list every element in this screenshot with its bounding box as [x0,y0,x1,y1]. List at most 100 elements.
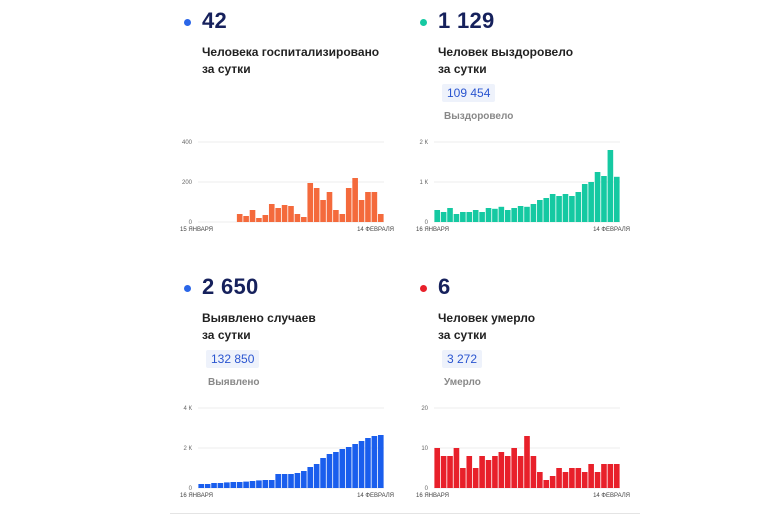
bar [466,456,473,488]
bar [256,218,262,222]
bar [613,176,620,222]
bottom-divider [170,513,640,514]
bar [345,447,352,488]
bar [569,468,575,488]
bar [268,480,275,488]
bar [537,472,543,488]
bar [434,448,441,488]
bar [517,206,524,222]
bar [333,210,339,222]
bar [524,436,530,488]
x-end-label: 14 ФЕВРАЛЯ [593,493,630,499]
desc-line-2: за сутки [202,328,251,342]
bar [453,448,460,488]
bar [281,205,288,222]
x-end-label: 14 ФЕВРАЛЯ [357,227,394,233]
dot-marker [420,19,427,26]
desc-line-2: за сутки [438,62,487,76]
bar [453,214,460,222]
bar [466,212,473,222]
bar [556,196,562,222]
bar [262,215,269,222]
panel-hospitalized: 42 Человека госпитализировано за сутки 0… [176,8,411,248]
bar [288,474,294,488]
bar [275,474,281,488]
panel-deaths: 6 Человек умерло за сутки 3 272 Умерло 0… [412,274,647,514]
y-tick-label: 2 К [184,446,193,452]
bar [243,481,249,488]
dot-marker [184,285,191,292]
bar [556,468,562,488]
panel-recovered: 1 129 Человек выздоровело за сутки 109 4… [412,8,647,248]
y-tick-label: 0 [425,486,429,492]
bar [485,460,492,488]
bar [211,483,217,488]
bar [301,471,307,488]
bar [224,482,230,488]
bar [320,200,326,222]
bar [498,206,505,222]
stat-description: Человек умерло за сутки [438,310,648,344]
bar [326,454,333,488]
bar [517,456,524,488]
bar [365,192,371,222]
stat-value: 2 650 [202,274,259,299]
y-tick-label: 0 [189,486,193,492]
bar [537,200,543,222]
bar [607,150,614,222]
bar [230,482,237,488]
stat-description: Человек выздоровело за сутки [438,44,648,78]
bar [268,204,275,222]
bar [447,208,453,222]
bar [204,484,211,488]
desc-line-1: Человека госпитализировано [202,45,380,59]
bar [601,464,607,488]
bar [492,456,498,488]
desc-line-1: Человек выздоровело [438,45,574,59]
bar [543,480,550,488]
chart-recovered: 0 1 К 2 К 16 ЯНВАРЯ 14 ФЕВРАЛЯ [416,140,630,233]
bar [358,200,365,222]
bar [562,472,569,488]
bar [294,214,301,222]
y-tick-label: 4 К [184,406,193,412]
bar [549,194,556,222]
x-start-label: 16 ЯНВАРЯ [416,227,449,233]
bar [333,452,339,488]
total-label: Выздоровело [444,111,514,122]
total-label: Умерло [444,377,481,388]
stat-description: Выявлено случаев за сутки [202,310,412,344]
y-tick-label: 400 [182,140,193,146]
bar [472,210,479,222]
total-label: Выявлено [208,377,260,388]
bar [575,192,582,222]
bar [262,480,269,488]
stat-value: 6 [438,274,451,299]
bar [549,476,556,488]
bar [562,194,569,222]
bar [524,206,530,222]
bar [365,438,371,488]
y-tick-label: 0 [425,220,429,226]
bar [588,182,594,222]
bar [504,456,511,488]
bar [358,441,365,488]
bar [613,464,620,488]
bar [377,214,384,222]
bar [352,178,358,222]
bar [607,464,614,488]
bar [504,210,511,222]
y-tick-label: 0 [189,220,193,226]
bar [313,464,320,488]
bar [288,206,294,222]
bar [594,172,601,222]
desc-line-1: Человек умерло [438,311,536,325]
y-tick-label: 20 [421,406,428,412]
chart-detected: 0 2 К 4 К 16 ЯНВАРЯ 14 ФЕВРАЛЯ [180,406,394,499]
x-end-label: 14 ФЕВРАЛЯ [593,227,630,233]
bar [498,452,505,488]
bar [594,472,601,488]
panel-detected: 2 650 Выявлено случаев за сутки 132 850 … [176,274,411,514]
bar [281,474,288,488]
stat-value: 42 [202,8,228,33]
